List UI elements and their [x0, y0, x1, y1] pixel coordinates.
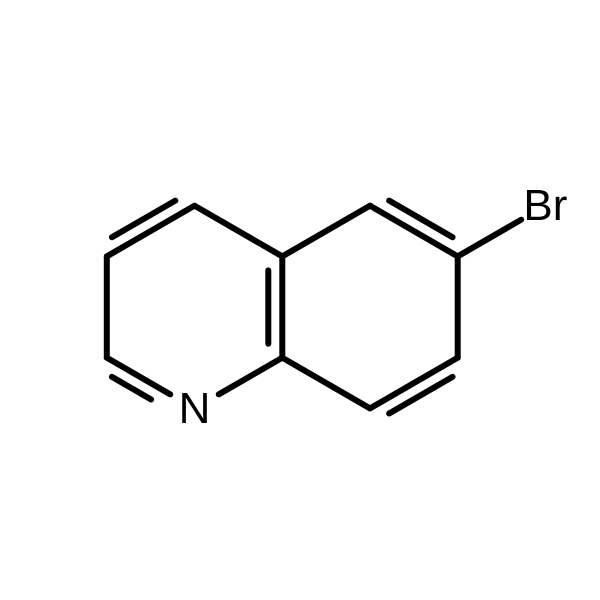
- bond-line: [195, 206, 283, 257]
- bond-line: [458, 220, 521, 257]
- molecule-canvas: N Br: [0, 0, 600, 600]
- bond-line: [282, 206, 370, 257]
- atom-label-n: N: [179, 384, 211, 433]
- bond-line: [219, 358, 283, 395]
- atom-label-br: Br: [523, 181, 567, 230]
- bond-line: [282, 358, 370, 409]
